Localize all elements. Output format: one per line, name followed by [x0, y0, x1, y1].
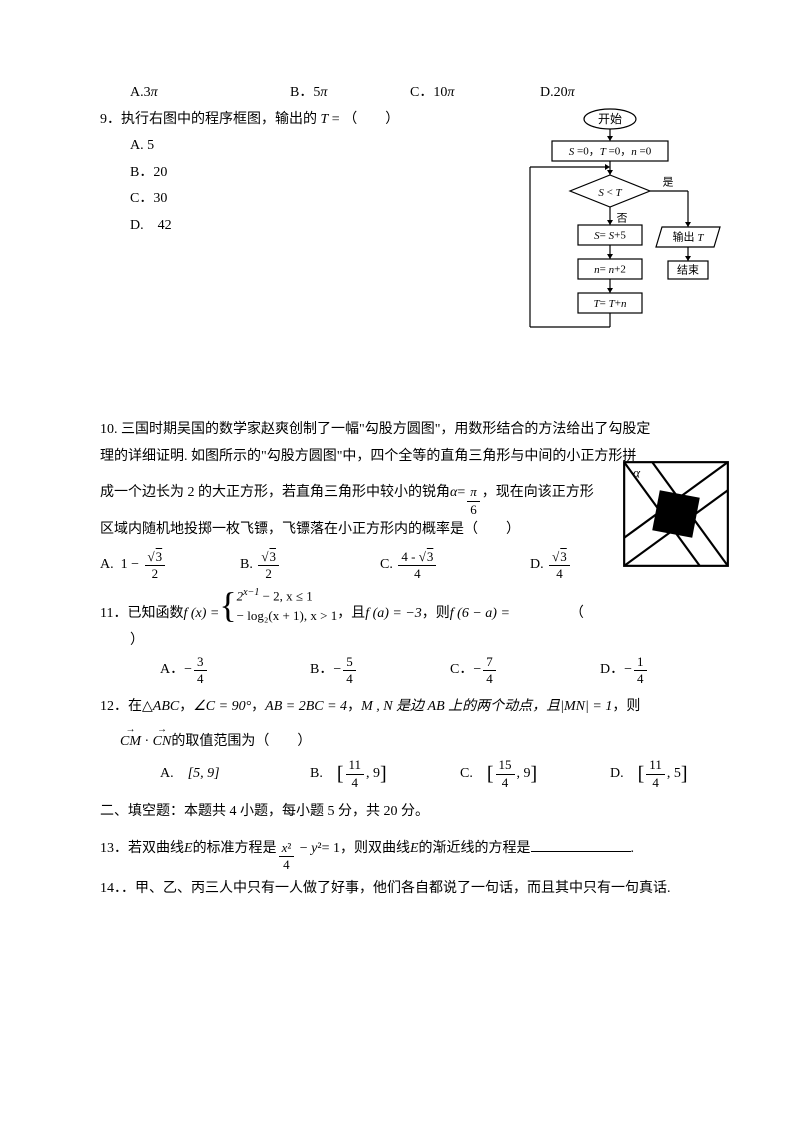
q9: 9．执行右图中的程序框图，输出的 T = （ ） A. 5 B．20 C．30 … [100, 107, 730, 358]
opt-val: 3 [144, 80, 151, 107]
label: B． [310, 657, 333, 684]
f6a: f (6 − a) = [450, 601, 510, 628]
q11-opt-d: D．−14 [600, 655, 649, 687]
fc-yes: 是 [663, 175, 674, 188]
fx: f (x) = [183, 601, 219, 628]
text: 的取值范围为（ ） [171, 729, 311, 756]
fc-end: 结束 [677, 263, 699, 276]
flowchart-diagram: 开始 S =0，T =0，n =0 S < T 是 输出 T [510, 107, 730, 358]
svg-text:输出 T: 输出 T [673, 229, 705, 243]
pi-symbol: π [447, 80, 454, 107]
q10: 10. 三国时期吴国的数学家赵爽创制了一幅"勾股方圆图"，用数形结合的方法给出了… [100, 417, 730, 581]
svg-text:T= T+n: T= T+n [594, 297, 627, 309]
q10-opt-d: D. 34 [530, 550, 572, 582]
q10-line1: 10. 三国时期吴国的数学家赵爽创制了一幅"勾股方圆图"，用数形结合的方法给出了… [100, 417, 730, 444]
opt-label: B． [290, 80, 313, 107]
q11: 11．已知函数 f (x) = { 2x−1 − 2, x ≤ 1 − log₂… [100, 585, 730, 686]
pi-symbol: π [151, 80, 158, 107]
q9-opt-d: D. 42 [100, 213, 480, 240]
q8-options: A. 3 π B． 5 π C． 10 π D. 20 π [100, 80, 730, 107]
label: B. [240, 552, 253, 579]
q9-opt-c: C．30 [100, 186, 480, 213]
q11-opt-b: B．−54 [310, 655, 450, 687]
pi-over-6: π6 [467, 485, 480, 517]
fa: f (a) = −3 [365, 601, 422, 628]
q11-stem: 11．已知函数 f (x) = { 2x−1 − 2, x ≤ 1 − log₂… [100, 585, 730, 628]
label: C. [460, 761, 487, 788]
q8-opt-d: D. 20 π [540, 80, 575, 107]
paren: （ [570, 601, 584, 628]
q14: 14．．甲、乙、丙三人中只有一人做了好事，他们各自都说了一句话，而且其中只有一句… [100, 876, 730, 903]
q12-opt-d: D. [114, 5] [610, 755, 688, 793]
q9-opt-a: A. 5 [100, 133, 480, 160]
q11-options: A．−34 B．−54 C．−74 D．−14 [100, 655, 730, 687]
q12-opt-c: C. [154, 9] [460, 755, 610, 793]
q10-line2: 理的详细证明. 如图所示的"勾股方圆图"中，四个全等的直角三角形与中间的小正方形… [100, 444, 730, 471]
svg-text:S= S+5: S= S+5 [594, 229, 626, 241]
q9-text: 9．执行右图中的程序框图，输出的 T = （ ） A. 5 B．20 C．30 … [100, 107, 480, 240]
q10-opt-a: A. 1 − 32 [100, 550, 240, 582]
q10-opt-c: C. 4 - 34 [380, 550, 530, 582]
q12-opt-b: B. [114, 9] [310, 755, 460, 793]
svg-text:S < T: S < T [598, 186, 622, 198]
label: A. [100, 552, 114, 579]
vec-cm: CM [120, 729, 141, 756]
text: ，且 [337, 601, 365, 628]
q8-opt-b: B． 5 π [290, 80, 410, 107]
pi-symbol: π [320, 80, 327, 107]
q11-opt-c: C．−74 [450, 655, 600, 687]
q10-options: A. 1 − 32 B. 32 C. 4 - 34 D. 34 [100, 550, 612, 582]
q12-stem: 12．在△ABC， ∠C = 90°， AB = 2BC = 4， M , N … [100, 692, 730, 721]
alpha: α [450, 480, 457, 507]
q8-opt-a: A. 3 π [130, 80, 290, 107]
text: ，则 [422, 601, 450, 628]
piecewise: { 2x−1 − 2, x ≤ 1 − log₂(x + 1), x > 1 [219, 585, 337, 625]
svg-text:S =0，T =0，n =0: S =0，T =0，n =0 [569, 145, 652, 157]
fc-start: 开始 [598, 111, 622, 125]
q9-stem: 9．执行右图中的程序框图，输出的 T = （ ） [100, 107, 480, 134]
opt-val: 20 [554, 80, 568, 107]
blank-line [531, 837, 631, 852]
q12-options: A. [5, 9] B. [114, 9] C. [154, 9] D. [11… [100, 755, 730, 793]
gougu-diagram: α [622, 460, 730, 579]
section-2-header: 二、填空题：本题共 4 小题，每小题 5 分，共 20 分。 [100, 799, 730, 826]
label: B. [310, 761, 337, 788]
svg-text:n= n+2: n= n+2 [594, 263, 626, 275]
opt-label: A. [130, 80, 144, 107]
opt-val: 10 [433, 80, 447, 107]
eq-paren: = （ ） [328, 112, 399, 127]
label: D. [610, 761, 638, 788]
text: 11．已知函数 [100, 601, 183, 628]
q9-opt-b: B．20 [100, 160, 480, 187]
pi-symbol: π [568, 80, 575, 107]
q12: 12．在△ABC， ∠C = 90°， AB = 2BC = 4， M , N … [100, 692, 730, 793]
opt-label: C． [410, 80, 433, 107]
paren-close: ） [100, 628, 730, 655]
label: C. [380, 552, 393, 579]
label: C． [450, 657, 473, 684]
text: ，现在向该正方形 [482, 480, 594, 507]
stem-text: 9．执行右图中的程序框图，输出的 [100, 112, 321, 127]
exam-page: A. 3 π B． 5 π C． 10 π D. 20 π 9．执行右图中的程序… [0, 0, 800, 943]
q10-opt-b: B. 32 [240, 550, 380, 582]
opt-label: D. [540, 80, 554, 107]
q12-opt-a: A. [5, 9] [160, 761, 310, 788]
x2-over-4: x²4 [279, 841, 295, 873]
fc-no: 否 [617, 212, 628, 224]
q13: 13．若双曲线 E 的标准方程是 x²4 − y² = 1 ，则双曲线 E 的渐… [100, 836, 730, 873]
q10-line3: 成一个边长为 2 的大正方形，若直角三角形中较小的锐角 α = π6 ，现在向该… [100, 480, 612, 517]
text: 成一个边长为 2 的大正方形，若直角三角形中较小的锐角 [100, 480, 450, 507]
vec-cn: CN [153, 729, 172, 756]
q11-opt-a: A．−34 [160, 655, 310, 687]
label: A. [160, 761, 188, 788]
label: D. [530, 552, 544, 579]
q12-range: CM · CN 的取值范围为（ ） [100, 729, 730, 756]
opt-val: 5 [313, 80, 320, 107]
q8-opt-c: C． 10 π [410, 80, 540, 107]
eq: = [457, 480, 465, 507]
label: D． [600, 657, 624, 684]
label: A． [160, 657, 184, 684]
